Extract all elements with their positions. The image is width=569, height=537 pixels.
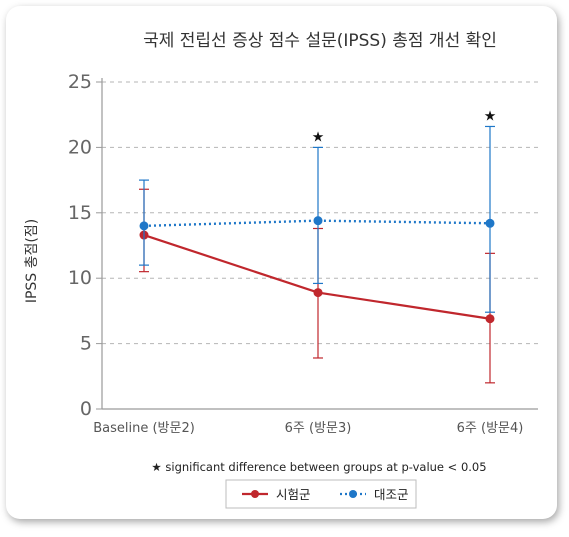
series-line bbox=[143, 233, 491, 320]
legend-marker-1 bbox=[251, 490, 259, 498]
x-tick-label: 6주 (방문4) bbox=[457, 421, 524, 436]
data-point bbox=[139, 221, 149, 231]
series bbox=[139, 125, 495, 384]
chart-card: 국제 전립선 증상 점수 설문(IPSS) 총점 개선 확인 IPSS 총점(점… bbox=[6, 6, 557, 519]
data-point bbox=[485, 218, 495, 228]
series-2 bbox=[139, 125, 495, 313]
x-tick-label: Baseline (방문2) bbox=[93, 421, 195, 436]
chart: 국제 전립선 증상 점수 설문(IPSS) 총점 개선 확인 IPSS 총점(점… bbox=[24, 31, 538, 509]
x-tick-label: 6주 (방문3) bbox=[285, 421, 352, 436]
y-tick-label: 20 bbox=[68, 136, 92, 158]
chart-title: 국제 전립선 증상 점수 설문(IPSS) 총점 개선 확인 bbox=[143, 31, 497, 51]
legend-label-1: 시험군 bbox=[276, 487, 311, 502]
y-tick-label: 5 bbox=[80, 333, 92, 355]
y-tick-label: 0 bbox=[80, 398, 92, 420]
axes: 0 5 10 15 20 25 Baseline (방문2) 6주 (방문3) 6주 (방문4) bbox=[68, 71, 538, 436]
data-point bbox=[313, 216, 323, 226]
data-point bbox=[485, 314, 495, 324]
significance-star: ★ bbox=[484, 108, 497, 124]
y-tick-label: 25 bbox=[68, 71, 92, 93]
legend-marker-2 bbox=[349, 490, 357, 498]
y-tick-label: 10 bbox=[68, 267, 92, 289]
significance-markers: ★★ bbox=[312, 108, 497, 145]
significance-star: ★ bbox=[312, 129, 325, 145]
footnote: ★ significant difference between groups … bbox=[151, 460, 486, 474]
data-point bbox=[313, 288, 323, 298]
y-tick-label: 15 bbox=[68, 202, 92, 224]
legend-label-2: 대조군 bbox=[374, 487, 409, 502]
legend: 시험군 대조군 bbox=[242, 487, 409, 502]
y-axis-label: IPSS 총점(점) bbox=[24, 219, 40, 303]
grid bbox=[102, 81, 538, 345]
